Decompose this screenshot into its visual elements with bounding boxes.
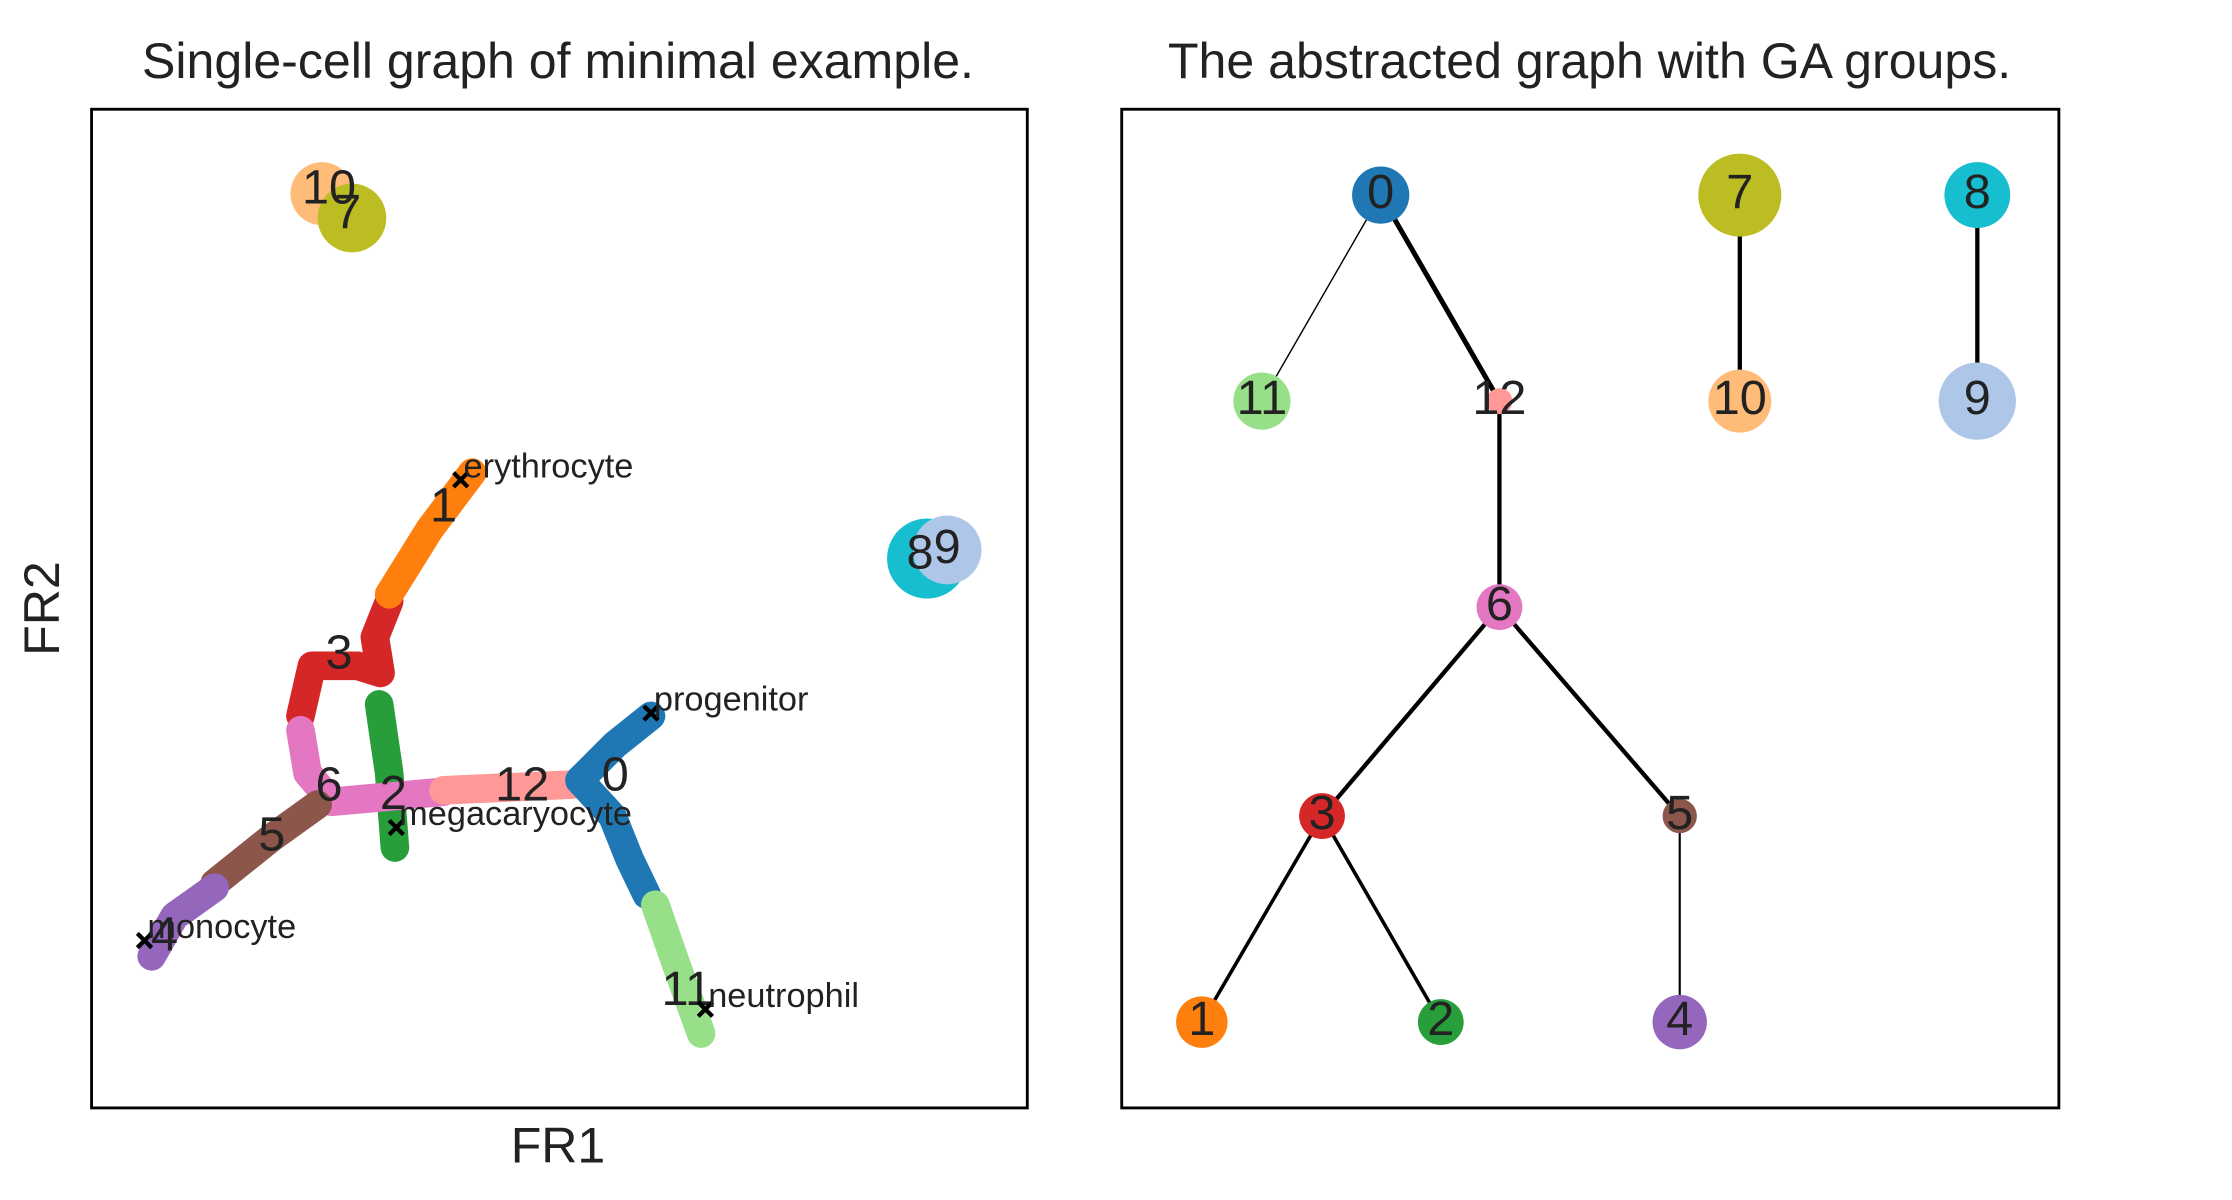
node-label: 8 (1964, 165, 1991, 219)
graph-node (1486, 388, 1513, 414)
group-label: 10 (302, 161, 356, 215)
cell-cluster (200, 790, 332, 898)
graph-node (1938, 362, 2016, 440)
cell-cluster (374, 458, 487, 609)
annotation: megacaryocyte (399, 795, 632, 833)
marker (387, 818, 405, 837)
node-label: 4 (1666, 992, 1693, 1046)
graph-edge (1261, 194, 1382, 402)
node-label: 10 (1713, 371, 1767, 425)
marker (452, 471, 470, 489)
node-label: 5 (1666, 786, 1693, 840)
graph-edge (1320, 605, 1502, 818)
group-label: 7 (334, 185, 361, 239)
group-label: 6 (316, 757, 343, 811)
cell-cluster (640, 890, 716, 1048)
graph-node (1299, 793, 1345, 839)
cell-cluster (565, 701, 666, 910)
node-label: 0 (1367, 165, 1394, 219)
annotation: progenitor (654, 681, 809, 719)
graph-edge (1200, 815, 1324, 1023)
marker (696, 1000, 715, 1018)
cell-cluster (429, 770, 587, 805)
graph-node (1662, 798, 1697, 834)
marker (642, 704, 660, 722)
annotation: monocyte (147, 908, 296, 946)
node-label: 11 (1237, 371, 1287, 425)
cell-cluster (912, 515, 982, 585)
graph-node (1652, 994, 1707, 1050)
graph-edge (1320, 815, 1443, 1023)
graph-node (1417, 999, 1464, 1045)
annotation: neutrophil (708, 977, 859, 1015)
node-label: 3 (1309, 786, 1336, 840)
cell-cluster (137, 873, 229, 971)
group-label: 2 (380, 766, 407, 820)
y-axis-label: FR2 (14, 561, 70, 656)
graph-node (1233, 372, 1291, 430)
group-label: 3 (326, 626, 353, 680)
group-label: 8 (906, 525, 933, 579)
graph-edge (1378, 193, 1502, 403)
graph-node (1352, 166, 1410, 224)
x-axis-label: FR1 (511, 1118, 606, 1174)
group-label: 12 (495, 757, 549, 811)
group-label: 5 (258, 807, 285, 861)
node-label: 7 (1726, 165, 1753, 219)
panel-frame (90, 107, 1029, 1110)
graph-node (1476, 584, 1523, 631)
graph-edge (1497, 605, 1682, 818)
annotation: erythrocyte (464, 447, 634, 485)
panel-title: The abstracted graph with GA groups. (1168, 33, 2011, 89)
group-label: 1 (430, 478, 457, 532)
group-label: 0 (602, 747, 629, 801)
node-label: 2 (1427, 992, 1454, 1046)
marker (135, 931, 154, 950)
cell-cluster (286, 715, 458, 817)
panel-title: Single-cell graph of minimal example. (142, 33, 974, 89)
node-label: 6 (1486, 577, 1513, 631)
node-label: 1 (1188, 992, 1215, 1046)
node-label: 12 (1472, 371, 1526, 425)
graph-node (1698, 153, 1782, 237)
group-label: 4 (151, 908, 178, 962)
graph-node (1944, 162, 2011, 228)
panel-frame (1120, 107, 2061, 1110)
node-label: 9 (1964, 371, 1991, 425)
group-label: 9 (934, 520, 961, 574)
graph-node (1176, 996, 1228, 1048)
cell-cluster (317, 183, 387, 253)
cell-cluster (286, 587, 404, 731)
graph-node (1708, 369, 1772, 433)
